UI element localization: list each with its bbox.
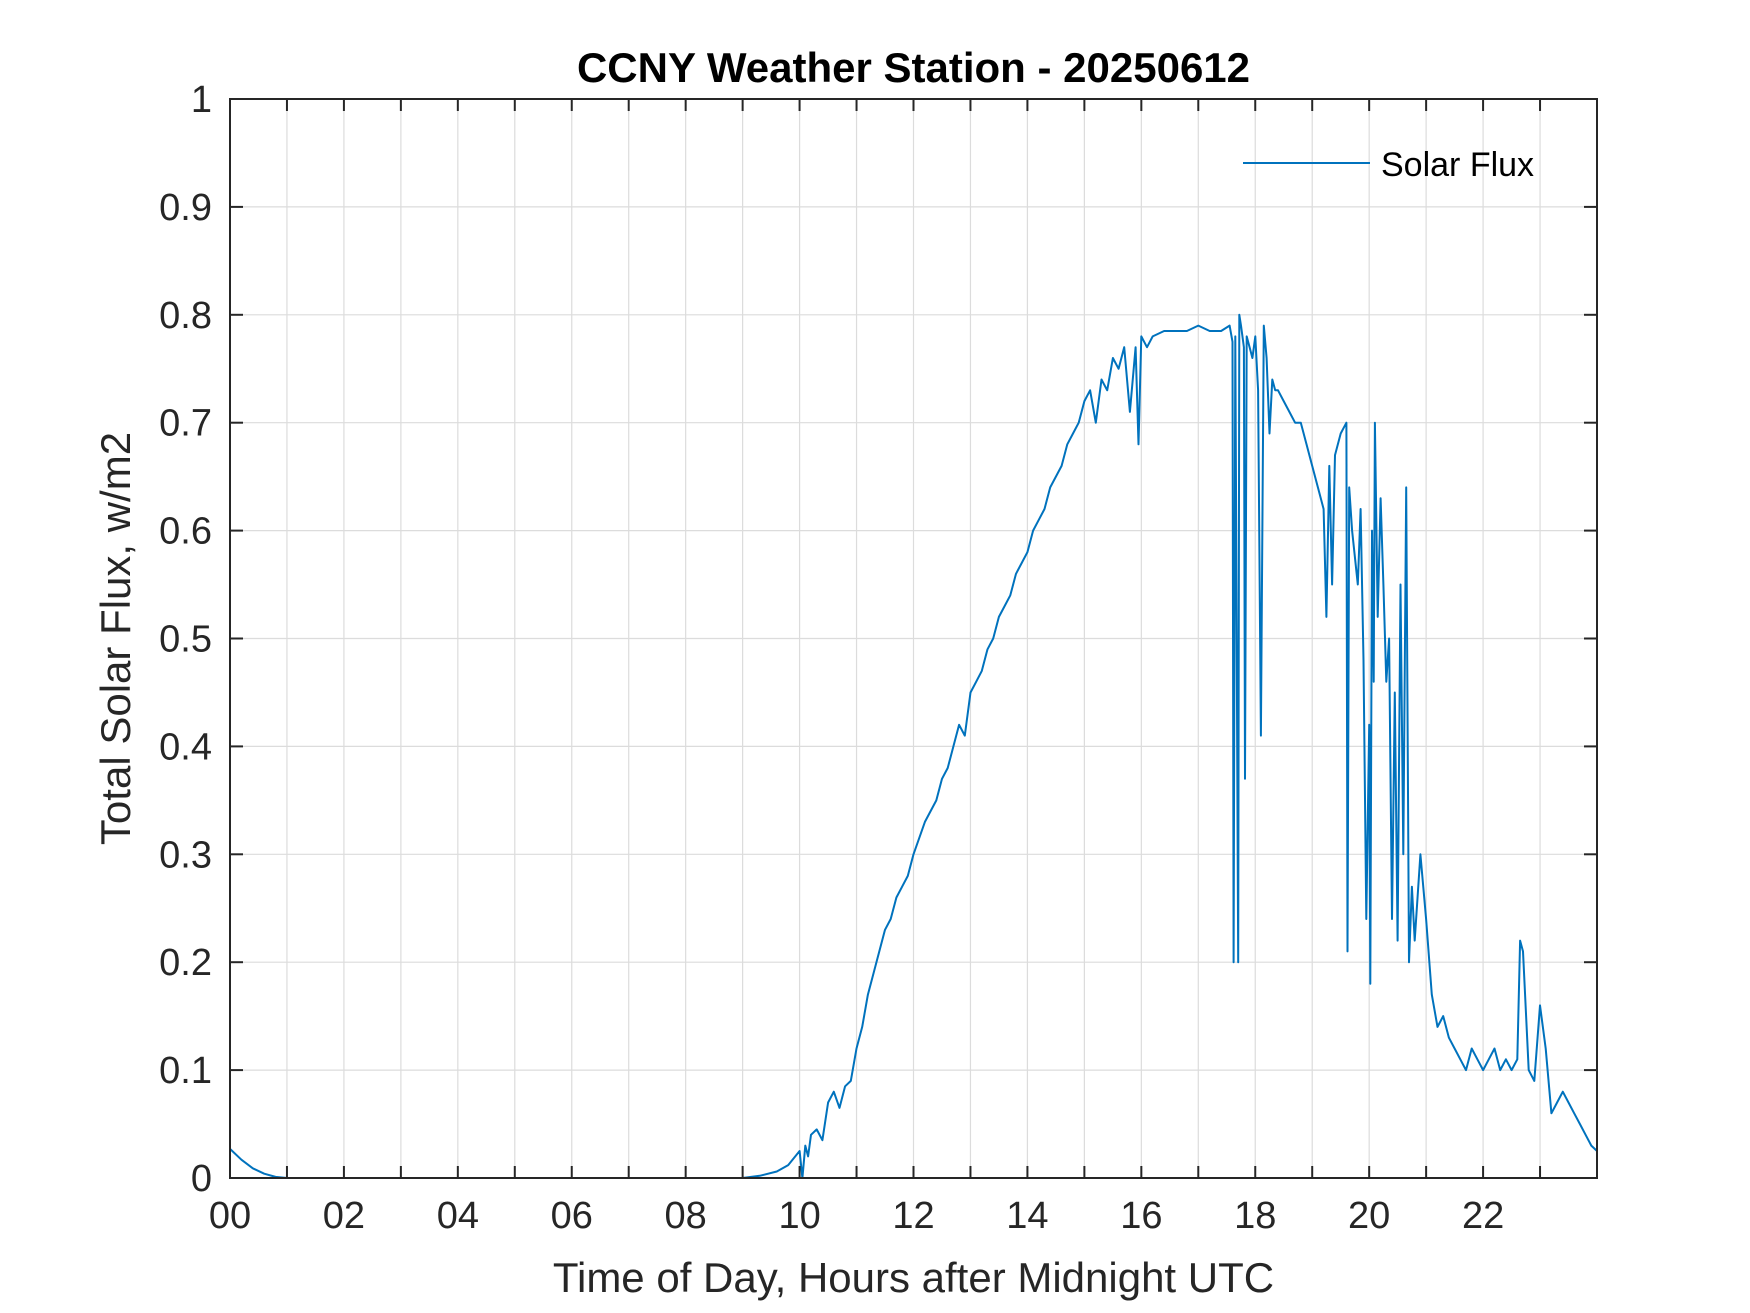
x-tick-label: 00 bbox=[209, 1195, 251, 1237]
x-tick-label: 16 bbox=[1120, 1195, 1162, 1237]
y-tick-label: 0.6 bbox=[159, 511, 212, 553]
y-tick-label: 1 bbox=[191, 79, 212, 121]
x-tick-label: 14 bbox=[1006, 1195, 1048, 1237]
x-tick-label: 12 bbox=[892, 1195, 934, 1237]
y-tick-label: 0.2 bbox=[159, 942, 212, 984]
y-tick-label: 0 bbox=[191, 1158, 212, 1200]
x-tick-label: 10 bbox=[778, 1195, 820, 1237]
grid bbox=[230, 99, 1597, 1178]
x-axis-label: Time of Day, Hours after Midnight UTC bbox=[553, 1254, 1274, 1301]
x-tick-label: 04 bbox=[437, 1195, 479, 1237]
y-tick-label: 0.1 bbox=[159, 1050, 212, 1092]
legend-label-solar-flux: Solar Flux bbox=[1381, 146, 1534, 184]
series-layer bbox=[229, 313, 1598, 1179]
x-tick-label: 22 bbox=[1462, 1195, 1504, 1237]
y-tick-label: 0.8 bbox=[159, 295, 212, 337]
legend: Solar Flux bbox=[1243, 146, 1534, 184]
y-tick-label: 0.4 bbox=[159, 726, 212, 768]
x-tick-label: 18 bbox=[1234, 1195, 1276, 1237]
x-tick-label: 08 bbox=[665, 1195, 707, 1237]
y-tick-label: 0.5 bbox=[159, 619, 212, 661]
y-axis-label: Total Solar Flux, w/m2 bbox=[92, 432, 139, 845]
y-tick-label: 0.7 bbox=[159, 403, 212, 445]
x-tick-label: 02 bbox=[323, 1195, 365, 1237]
y-tick-label: 0.3 bbox=[159, 834, 212, 876]
chart-title: CCNY Weather Station - 20250612 bbox=[577, 44, 1250, 91]
y-tick-label: 0.9 bbox=[159, 187, 212, 229]
ticks: 0 0.1 0.2 0.3 0.4 0.5 0.6 0.7 0.8 0.9 1 00 02 04 06 08 1… bbox=[159, 79, 1597, 1237]
series-line-solar-flux bbox=[229, 313, 1598, 1179]
x-tick-label: 20 bbox=[1348, 1195, 1390, 1237]
x-tick-label: 06 bbox=[551, 1195, 593, 1237]
